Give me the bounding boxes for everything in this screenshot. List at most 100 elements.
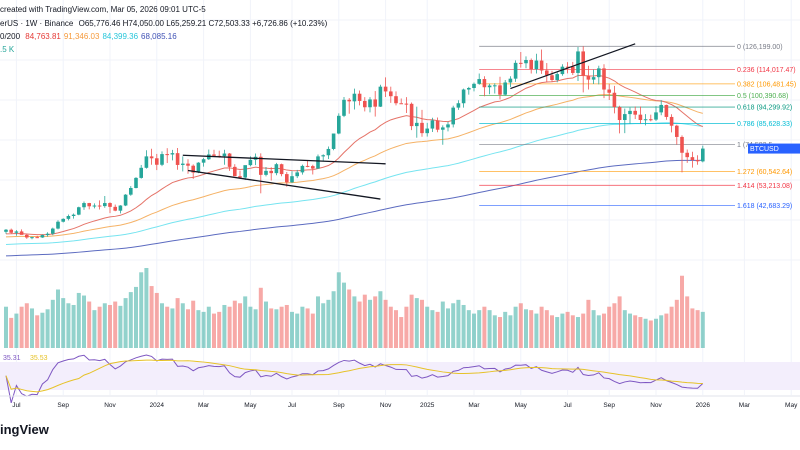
volume-bar <box>638 317 643 348</box>
candle-body <box>675 125 679 137</box>
candle-body <box>690 157 695 160</box>
candle-body <box>409 103 414 127</box>
fib-label-9: 1.618 (42,683.29) <box>737 203 792 210</box>
volume-bar <box>352 296 357 348</box>
candle-body <box>383 86 388 92</box>
volume-bar <box>243 296 248 348</box>
logo-text: ingView <box>0 422 49 437</box>
candle-body <box>513 62 518 79</box>
candle-body <box>477 79 481 84</box>
candle-body <box>602 68 606 90</box>
candle-body <box>701 148 705 162</box>
volume-bar <box>581 313 586 348</box>
header-line1: created with TradingView.com, Mar 05, 20… <box>0 5 206 14</box>
price-tag-box <box>748 143 800 154</box>
volume-bar <box>14 313 19 348</box>
volume-label: .5 K <box>0 45 15 54</box>
fib-label-1: 0.236 (114,017.47) <box>737 67 796 74</box>
symbol-label[interactable]: erUS · 1W · Binance <box>0 19 74 28</box>
candle-body <box>196 162 201 173</box>
candle-body <box>337 115 341 134</box>
candle-body <box>222 153 227 157</box>
candle-body <box>461 89 466 104</box>
price-tag: BTCUSD <box>748 143 800 154</box>
ma-label[interactable]: 0/200 <box>0 32 21 41</box>
candle-body <box>617 107 622 120</box>
rsi-line <box>5 354 704 404</box>
volume-bar <box>539 306 544 348</box>
fib-label-4: 0.618 (94,299.92) <box>737 105 792 112</box>
channel-upper-line <box>182 154 386 165</box>
x-tick-15: 2026 <box>696 402 711 409</box>
x-tick-11: May <box>515 402 528 409</box>
ma-value-3: 68,085.16 <box>141 32 177 41</box>
volume-bar <box>19 306 24 348</box>
candle-body <box>352 93 357 102</box>
candle-body <box>71 214 76 216</box>
candle-body <box>243 165 247 178</box>
candle-body <box>669 116 674 126</box>
volume-bar <box>264 301 268 348</box>
candle-body <box>35 237 39 239</box>
volume-bar <box>451 303 456 348</box>
x-tick-8: Nov <box>380 402 392 409</box>
candle-body <box>633 110 637 115</box>
x-tick-1: Sep <box>57 402 69 409</box>
volume-bar <box>565 311 570 348</box>
candle-body <box>519 62 523 64</box>
candle-body <box>56 221 60 229</box>
candle-body <box>378 86 383 107</box>
candle-body <box>529 60 533 70</box>
volume-bar <box>92 310 97 348</box>
volume-bar <box>440 301 445 348</box>
volume-bar <box>144 268 149 348</box>
candle-body <box>92 205 97 207</box>
volume-bar <box>331 291 336 348</box>
volume-bar <box>160 303 164 348</box>
fib-label-3: 0.5 (100,390.68) <box>737 93 788 100</box>
candle-body <box>82 203 86 208</box>
volume-bar <box>149 286 154 348</box>
volume-bar <box>700 311 705 348</box>
volume-bar <box>87 301 92 348</box>
candle-body <box>170 153 175 155</box>
volume-bar <box>217 311 222 348</box>
volume-bar <box>82 295 86 348</box>
candle-body <box>300 165 305 173</box>
candle-body <box>144 156 149 168</box>
candle-body <box>363 100 367 108</box>
volume-bar <box>394 310 398 348</box>
tradingview-logo[interactable]: ingView <box>0 422 49 437</box>
x-tick-5: May <box>244 402 257 409</box>
volume-bar <box>196 310 201 348</box>
candle-body <box>175 153 180 165</box>
volume-bar <box>321 303 326 348</box>
candle-body <box>482 79 487 88</box>
candle-body <box>628 110 632 115</box>
candle-body <box>51 228 55 234</box>
candle-body <box>623 114 627 120</box>
candle-body <box>357 93 362 101</box>
candle-body <box>61 218 65 222</box>
candle-body <box>695 160 700 162</box>
candle-body <box>30 237 34 239</box>
volume-bar <box>61 298 66 348</box>
volume-bar <box>461 304 466 348</box>
candle-body <box>279 164 284 175</box>
volume-bar <box>97 306 102 348</box>
candle-body <box>77 207 81 215</box>
x-tick-10: Mar <box>468 402 480 409</box>
candle-body <box>664 104 669 117</box>
volume-bar <box>498 317 502 348</box>
ma-values: 84,763.81 91,346.03 84,399.36 68,085.16 <box>25 32 179 41</box>
volume-bar <box>622 310 627 348</box>
volume-bar <box>24 303 29 348</box>
candle-body <box>607 89 611 93</box>
ema200-line <box>5 159 703 257</box>
volume-bar <box>680 275 684 348</box>
volume-bar <box>342 282 346 348</box>
candle-body <box>649 119 653 121</box>
x-tick-14: Nov <box>650 402 662 409</box>
volume-bar <box>170 308 175 348</box>
